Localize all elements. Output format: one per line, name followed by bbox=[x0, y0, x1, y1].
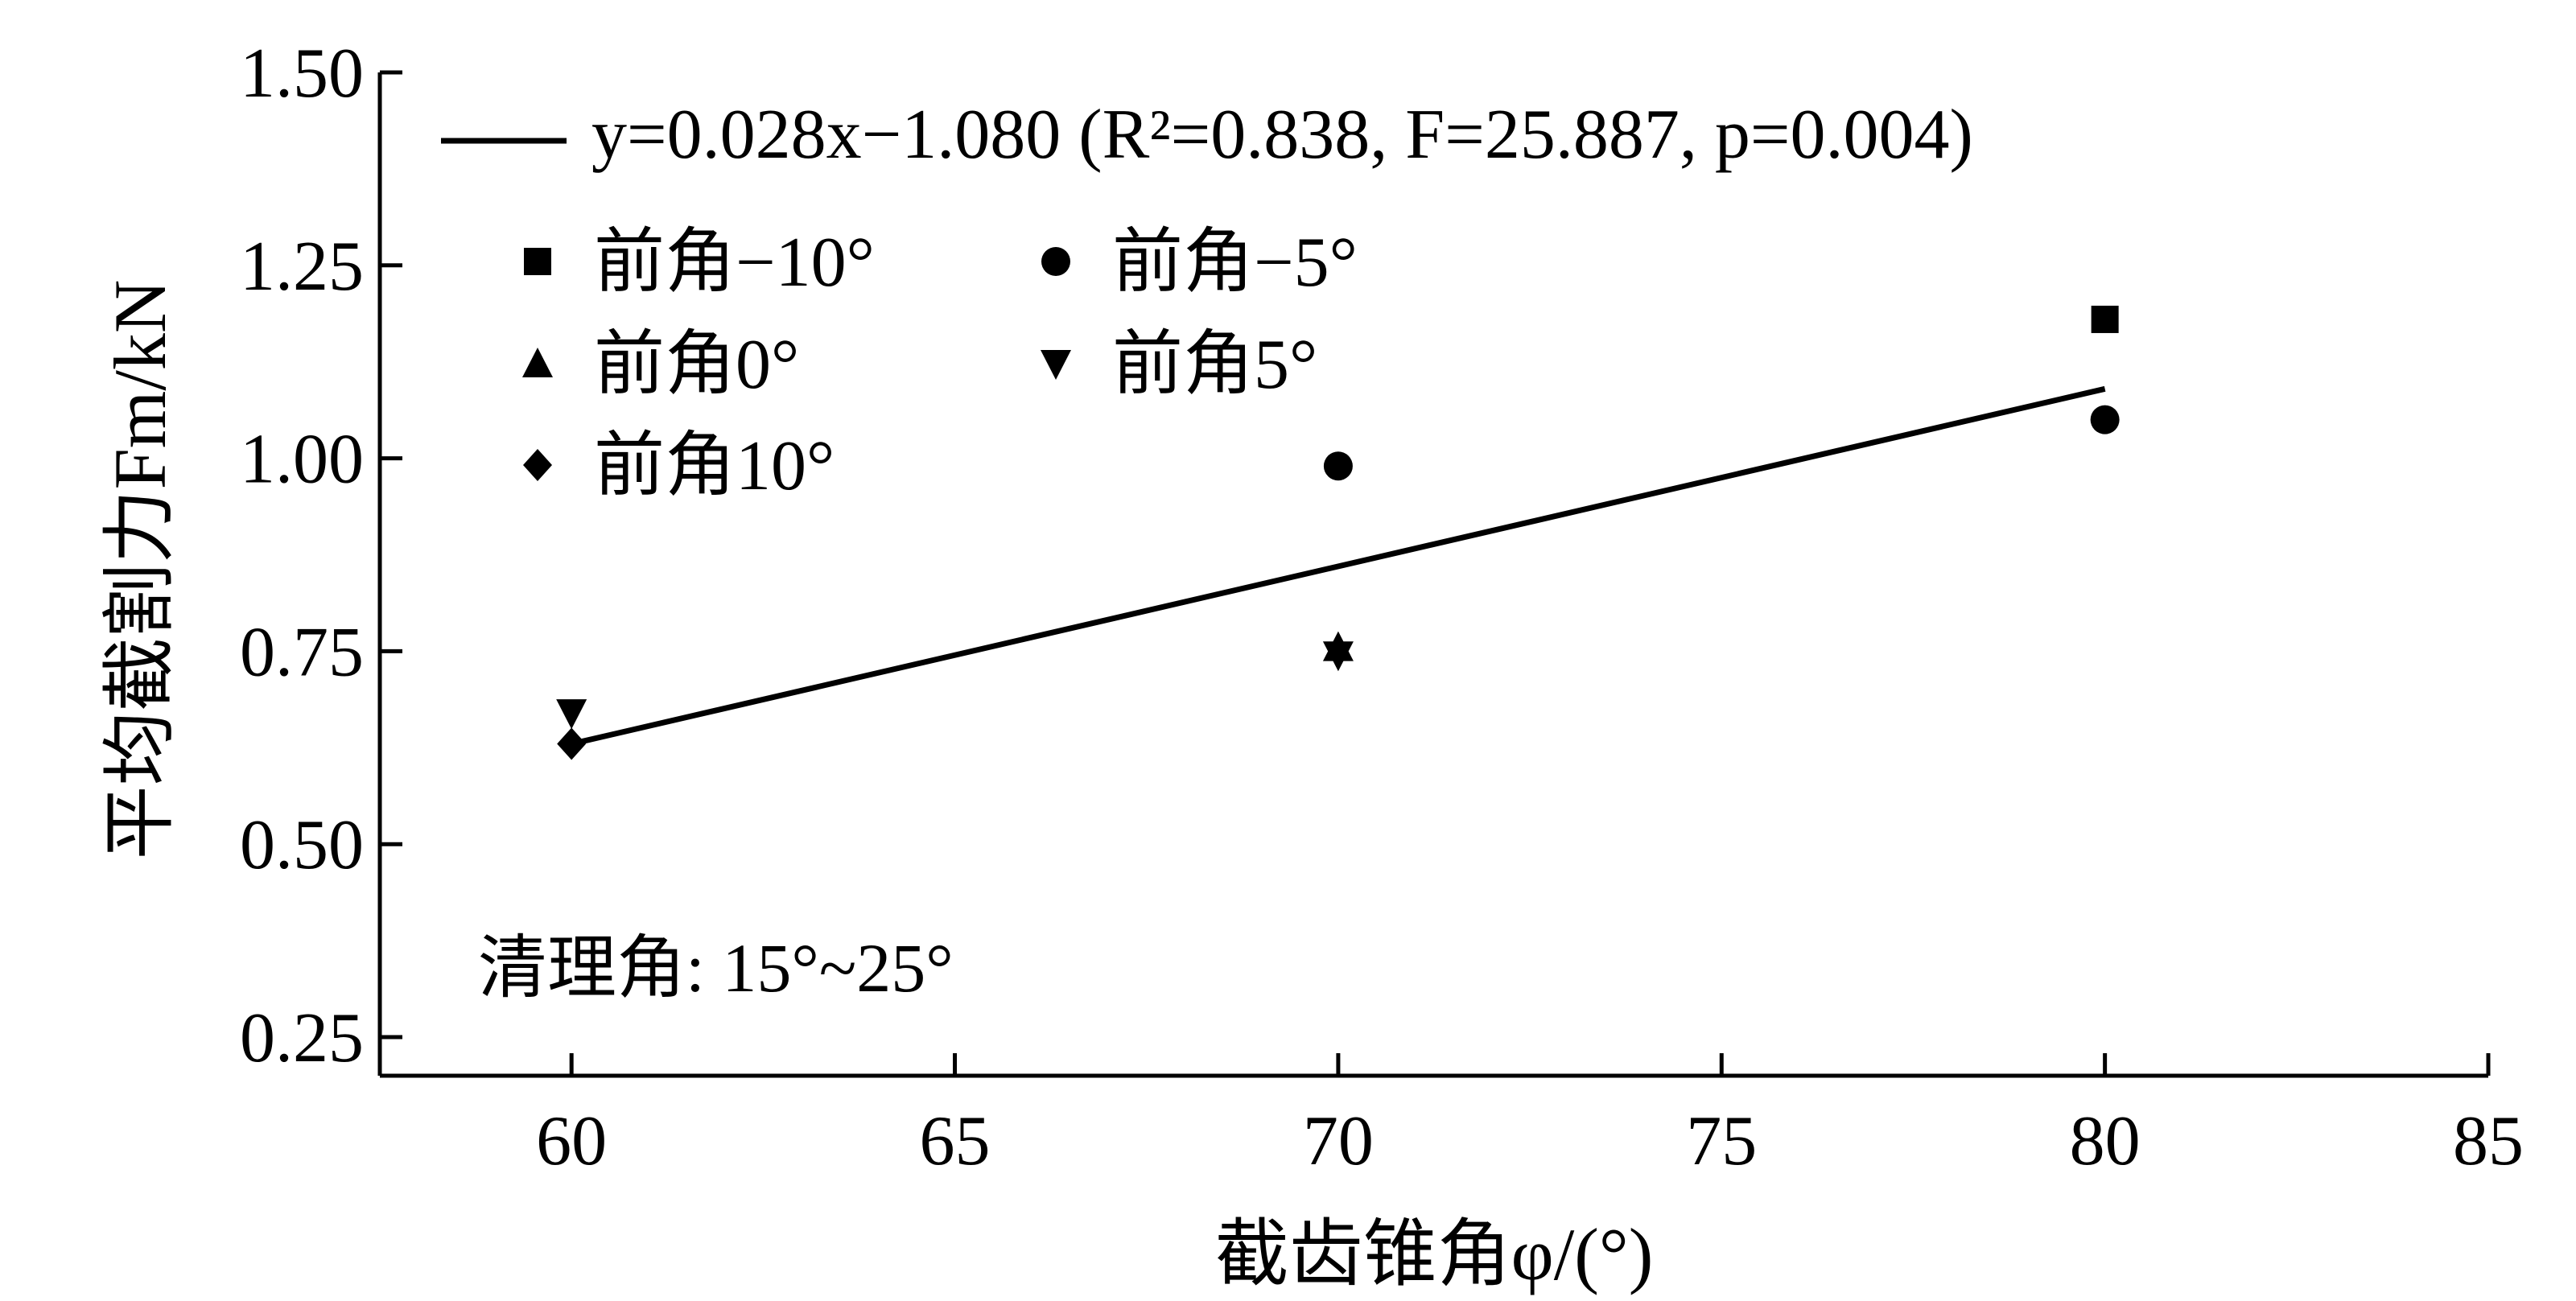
y-ticks: 0.25 0.50 0.75 1.00 1.25 1.50 bbox=[240, 35, 402, 1077]
legend-items: 前角−10° 前角−5° 前角0° 前角5° 前角10° bbox=[522, 224, 1358, 505]
data-point-triangle-down bbox=[1322, 641, 1354, 672]
data-point-diamond bbox=[557, 727, 587, 760]
x-tick-label: 80 bbox=[2070, 1102, 2141, 1180]
legend-label: 前角5° bbox=[1112, 326, 1317, 404]
x-tick-label: 60 bbox=[536, 1102, 607, 1180]
legend-fit-label: y=0.028x−1.080 (R²=0.838, F=25.887, p=0.… bbox=[591, 96, 1973, 174]
data-points bbox=[556, 305, 2120, 760]
legend-marker-circle bbox=[1041, 247, 1070, 276]
legend-label: 前角10° bbox=[594, 427, 835, 505]
data-point-circle bbox=[2090, 405, 2120, 434]
legend-label: 前角−10° bbox=[594, 224, 875, 302]
data-point-square bbox=[2091, 305, 2119, 333]
legend-marker-diamond bbox=[523, 449, 552, 481]
x-axis-label: 截齿锥角φ/(°) bbox=[1215, 1213, 1654, 1295]
y-tick-label: 1.00 bbox=[240, 421, 364, 499]
y-tick-label: 0.75 bbox=[240, 613, 364, 691]
y-tick-label: 0.50 bbox=[240, 806, 364, 884]
y-tick-label: 1.50 bbox=[240, 35, 364, 113]
legend-label: 前角−5° bbox=[1112, 224, 1358, 302]
y-tick-label: 0.25 bbox=[240, 999, 364, 1077]
legend-marker-triangle-down bbox=[1041, 350, 1071, 380]
legend: y=0.028x−1.080 (R²=0.838, F=25.887, p=0.… bbox=[441, 96, 1973, 505]
legend-marker-square bbox=[524, 248, 551, 275]
y-tick-label: 1.25 bbox=[240, 228, 364, 306]
data-point-circle bbox=[1323, 451, 1353, 481]
x-tick-label: 65 bbox=[920, 1102, 991, 1180]
x-ticks: 60 65 70 75 80 85 bbox=[536, 1053, 2524, 1180]
data-point-triangle-down bbox=[556, 699, 587, 730]
y-axis-label: 平均截割力Fm/kN bbox=[99, 280, 181, 860]
x-tick-label: 75 bbox=[1686, 1102, 1757, 1180]
annotation-clearance-angle: 清理角: 15°~25° bbox=[478, 929, 954, 1007]
x-tick-label: 85 bbox=[2453, 1102, 2524, 1180]
axes bbox=[377, 72, 2488, 1078]
fit-line bbox=[571, 385, 2106, 747]
legend-marker-triangle-up bbox=[522, 348, 553, 377]
x-tick-label: 70 bbox=[1303, 1102, 1374, 1180]
legend-label: 前角0° bbox=[594, 326, 799, 404]
